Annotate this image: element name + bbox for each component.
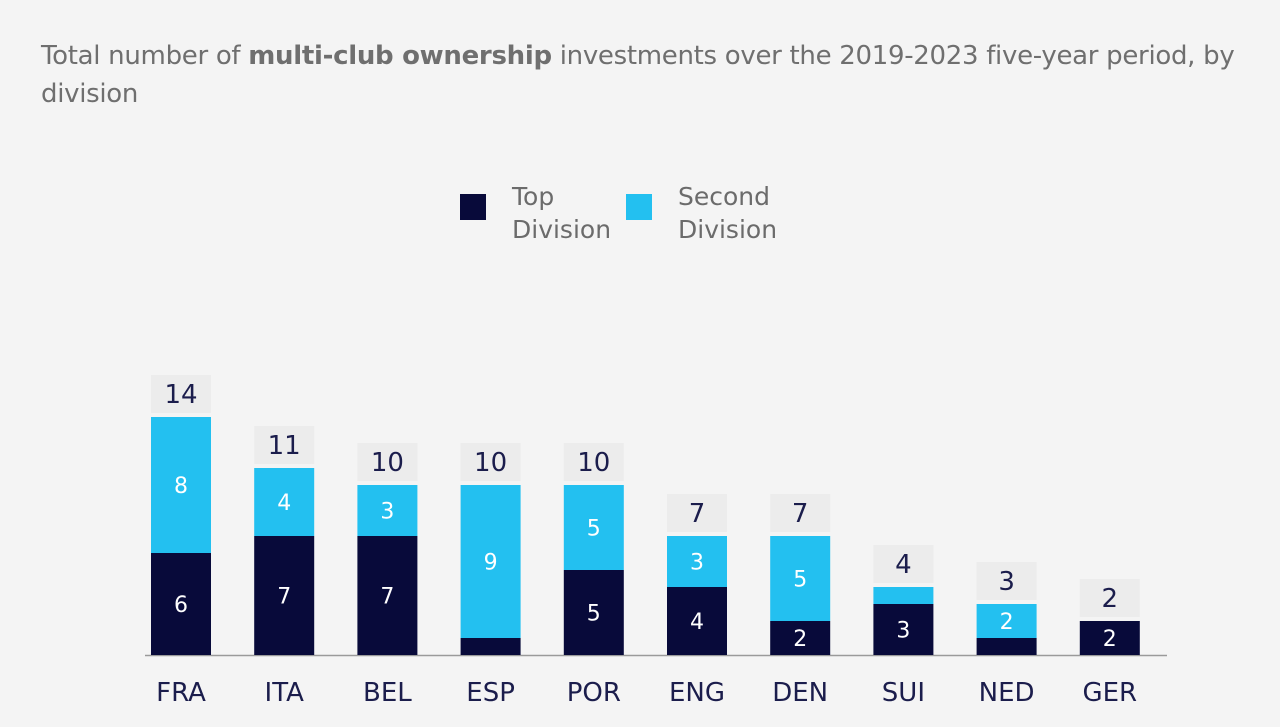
data-label-bel-second: 3 bbox=[380, 500, 394, 525]
bar-ita-top-division bbox=[254, 536, 315, 655]
total-box-bel bbox=[357, 443, 418, 481]
total-label-ned: 3 bbox=[998, 567, 1015, 597]
x-tick-label-sui: SUI bbox=[882, 678, 925, 708]
title-bold: multi-club ownership bbox=[248, 41, 552, 71]
data-label-sui-top: 3 bbox=[896, 619, 910, 644]
total-box-ger bbox=[1079, 579, 1140, 617]
x-tick-label-ita: ITA bbox=[265, 678, 305, 708]
total-label-fra: 14 bbox=[164, 380, 197, 410]
total-label-sui: 4 bbox=[895, 550, 912, 580]
total-box-ita bbox=[254, 426, 315, 464]
bar-sui-top-division bbox=[873, 604, 934, 655]
bar-por-second-division bbox=[563, 485, 624, 570]
title-post: investments over the 2019-2023 five-year… bbox=[41, 41, 1235, 109]
bar-bel-top-division bbox=[357, 536, 418, 655]
data-label-bel-top: 7 bbox=[380, 585, 394, 610]
data-label-ita-top: 7 bbox=[277, 585, 291, 610]
chart-legend: Top Division Second Division bbox=[0, 180, 1280, 250]
legend-swatch-second-division bbox=[626, 194, 652, 220]
bar-esp-top-division bbox=[460, 638, 521, 655]
data-label-eng-second: 3 bbox=[690, 551, 704, 576]
x-tick-label-por: POR bbox=[567, 678, 621, 708]
total-box-den bbox=[770, 494, 831, 532]
total-label-esp: 10 bbox=[474, 448, 507, 478]
data-label-por-second: 5 bbox=[587, 517, 601, 542]
bar-den-second-division bbox=[770, 536, 831, 621]
total-label-eng: 7 bbox=[689, 499, 706, 529]
legend-label-top-division: Top Division bbox=[512, 180, 652, 246]
data-label-den-second: 5 bbox=[793, 568, 807, 593]
data-label-fra-top: 6 bbox=[174, 593, 188, 618]
title-pre: Total number of bbox=[41, 41, 249, 71]
total-label-ita: 11 bbox=[268, 431, 301, 461]
legend-top-line1: Top bbox=[512, 182, 555, 211]
x-tick-label-ger: GER bbox=[1082, 678, 1137, 708]
x-tick-label-den: DEN bbox=[772, 678, 828, 708]
data-label-ita-second: 4 bbox=[277, 491, 291, 516]
total-label-bel: 10 bbox=[371, 448, 404, 478]
data-label-eng-top: 4 bbox=[690, 610, 704, 635]
x-tick-label-eng: ENG bbox=[669, 678, 725, 708]
data-label-fra-second: 8 bbox=[174, 474, 188, 499]
legend-top-line2: Division bbox=[512, 215, 612, 244]
bar-bel-second-division bbox=[357, 485, 418, 536]
data-label-den-top: 2 bbox=[793, 627, 807, 652]
bar-fra-top-division bbox=[151, 553, 211, 655]
x-tick-label-bel: BEL bbox=[363, 678, 412, 708]
x-tick-label-esp: ESP bbox=[466, 678, 515, 708]
bar-ger-top-division bbox=[1079, 621, 1140, 655]
bar-eng-top-division bbox=[667, 587, 727, 655]
chart-title: Total number of multi-club ownership inv… bbox=[41, 37, 1241, 113]
total-box-ned bbox=[976, 562, 1037, 600]
legend-second-line2: Division bbox=[678, 215, 778, 244]
bar-ita-second-division bbox=[254, 468, 315, 536]
legend-swatch-top-division bbox=[460, 194, 486, 220]
x-tick-label-ned: NED bbox=[979, 678, 1035, 708]
bar-fra-second-division bbox=[151, 417, 211, 553]
total-box-por bbox=[563, 443, 624, 481]
total-box-fra bbox=[151, 375, 211, 413]
total-box-eng bbox=[667, 494, 727, 532]
bar-ned-second-division bbox=[976, 604, 1037, 638]
bar-por-top-division bbox=[563, 570, 624, 655]
total-label-den: 7 bbox=[792, 499, 809, 529]
bar-ned-top-division bbox=[976, 638, 1037, 655]
total-label-por: 10 bbox=[577, 448, 610, 478]
total-box-sui bbox=[873, 545, 934, 583]
data-label-por-top: 5 bbox=[587, 602, 601, 627]
bar-esp-second-division bbox=[460, 485, 521, 638]
x-tick-label-fra: FRA bbox=[156, 678, 206, 708]
bar-den-top-division bbox=[770, 621, 831, 655]
data-label-ger-top: 2 bbox=[1103, 627, 1117, 652]
data-label-esp-second: 9 bbox=[484, 551, 498, 576]
data-label-ned-second: 2 bbox=[1000, 610, 1014, 635]
total-box-esp bbox=[460, 443, 521, 481]
legend-label-second-division: Second Division bbox=[678, 180, 818, 246]
legend-second-line1: Second bbox=[678, 182, 771, 211]
bar-sui-second-division bbox=[873, 587, 934, 604]
bar-eng-second-division bbox=[667, 536, 727, 587]
total-label-ger: 2 bbox=[1102, 584, 1119, 614]
